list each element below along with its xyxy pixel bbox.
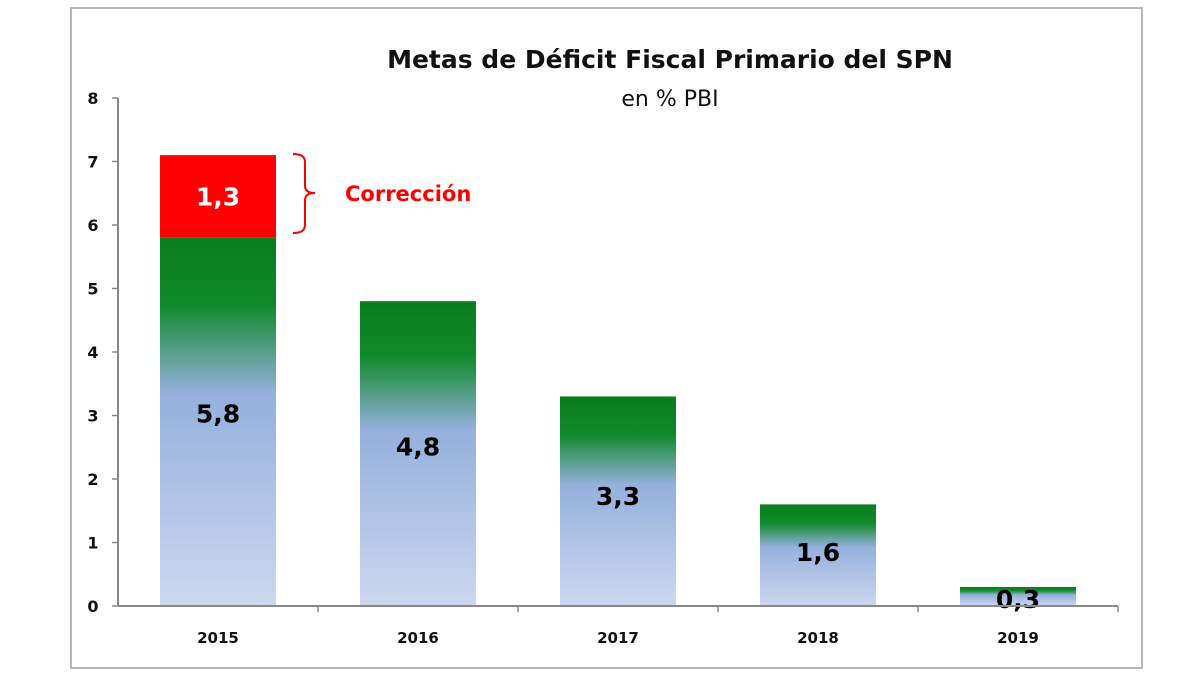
y-tick-label-3: 3	[87, 407, 98, 426]
y-tick-label-4: 4	[87, 343, 98, 362]
x-tick-label-2016: 2016	[397, 629, 439, 647]
bar-2017	[560, 396, 676, 606]
data-label-2015: 5,8	[196, 399, 240, 428]
bar-2015	[160, 237, 276, 606]
bar-2019	[960, 586, 1076, 606]
y-tick-label-2: 2	[87, 470, 98, 489]
y-tick-label-8: 8	[87, 89, 98, 108]
x-tick-label-2017: 2017	[597, 629, 639, 647]
data-label-2018: 1,6	[796, 538, 840, 567]
chart-subtitle: en % PBI	[621, 87, 718, 112]
data-label-correction-2015: 1,3	[196, 182, 240, 211]
x-tick-label-2018: 2018	[797, 629, 839, 647]
y-tick-label-5: 5	[87, 280, 98, 299]
data-label-2019: 0,3	[996, 585, 1040, 614]
chart-title: Metas de Déficit Fiscal Primario del SPN	[387, 45, 953, 74]
y-tick-label-0: 0	[87, 597, 98, 616]
bar-2018	[760, 504, 876, 606]
y-tick-label-6: 6	[87, 216, 98, 235]
x-tick-label-2019: 2019	[997, 629, 1039, 647]
correction-annotation: Corrección	[345, 182, 471, 206]
y-tick-label-7: 7	[87, 153, 98, 172]
correction-bracket	[292, 153, 316, 234]
y-tick-label-1: 1	[87, 534, 98, 553]
bar-2016	[360, 301, 476, 606]
data-label-2016: 4,8	[396, 433, 440, 462]
bar-correction-2015	[160, 155, 276, 238]
x-tick-label-2015: 2015	[197, 629, 239, 647]
data-label-2017: 3,3	[596, 482, 640, 511]
